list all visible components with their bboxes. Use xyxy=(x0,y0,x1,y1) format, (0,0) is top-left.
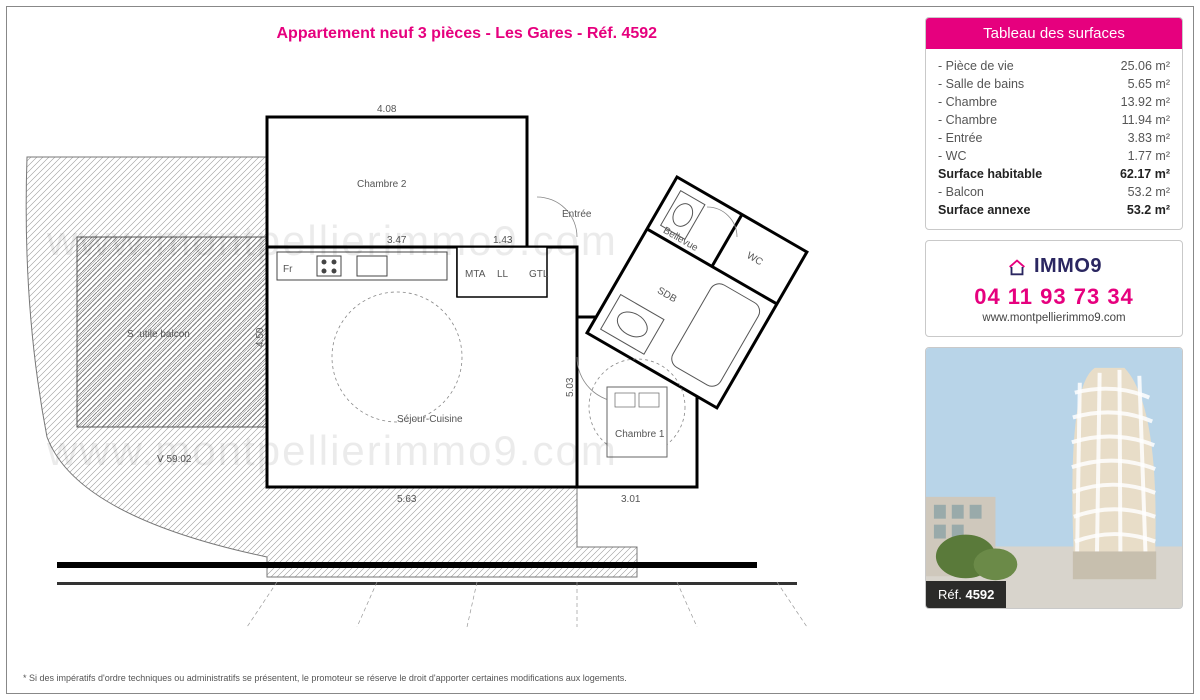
svg-text:3.01: 3.01 xyxy=(621,494,641,505)
surface-row: - Chambre13.92 m² xyxy=(938,93,1170,111)
surfaces-panel: Tableau des surfaces - Pièce de vie25.06… xyxy=(925,17,1183,230)
building-photo: Réf. 4592 xyxy=(925,347,1183,609)
page-title: Appartement neuf 3 pièces - Les Gares - … xyxy=(276,25,657,43)
svg-text:5.03: 5.03 xyxy=(565,377,576,397)
contact-panel: IMMO9 04 11 93 73 34 www.montpellierimmo… xyxy=(925,240,1183,337)
brand-name: IMMO9 xyxy=(1034,255,1102,278)
svg-text:3.47: 3.47 xyxy=(387,235,407,246)
svg-text:S :utile balcon: S :utile balcon xyxy=(127,329,190,340)
svg-text:Fr: Fr xyxy=(283,264,293,275)
svg-text:V 59:02: V 59:02 xyxy=(157,454,192,465)
surfaces-list: - Pièce de vie25.06 m² - Salle de bains5… xyxy=(926,49,1182,229)
surface-total-habitable: Surface habitable62.17 m² xyxy=(938,165,1170,183)
surface-total-annexe: Surface annexe53.2 m² xyxy=(938,201,1170,219)
sidebar: Tableau des surfaces - Pièce de vie25.06… xyxy=(925,17,1183,609)
svg-text:Séjour-Cuisine: Séjour-Cuisine xyxy=(397,414,463,425)
svg-text:Entrée: Entrée xyxy=(562,209,592,220)
page-frame: Appartement neuf 3 pièces - Les Gares - … xyxy=(6,6,1194,694)
svg-text:5.63: 5.63 xyxy=(397,494,417,505)
website-url[interactable]: www.montpellierimmo9.com xyxy=(934,312,1174,324)
svg-text:4.08: 4.08 xyxy=(377,104,397,115)
floorplan-svg: S :utile balcon xyxy=(17,57,917,627)
surface-row: - Salle de bains5.65 m² xyxy=(938,75,1170,93)
floorplan: S :utile balcon xyxy=(17,57,917,627)
surface-row: - Chambre11.94 m² xyxy=(938,111,1170,129)
surface-row: - WC1.77 m² xyxy=(938,147,1170,165)
svg-text:4.50: 4.50 xyxy=(255,327,266,347)
surface-row: - Balcon53.2 m² xyxy=(938,183,1170,201)
surfaces-title: Tableau des surfaces xyxy=(926,18,1182,49)
svg-text:Chambre 2: Chambre 2 xyxy=(357,179,407,190)
svg-text:1.43: 1.43 xyxy=(493,235,513,246)
surface-row: - Pièce de vie25.06 m² xyxy=(938,57,1170,75)
svg-text:MTA: MTA xyxy=(465,269,486,280)
surface-row: - Entrée3.83 m² xyxy=(938,129,1170,147)
phone-number[interactable]: 04 11 93 73 34 xyxy=(934,284,1174,310)
brand-logo: IMMO9 xyxy=(934,255,1174,278)
svg-text:Chambre 1: Chambre 1 xyxy=(615,429,665,440)
building-render-icon xyxy=(926,348,1182,608)
svg-text:GTL: GTL xyxy=(529,269,549,280)
svg-text:LL: LL xyxy=(497,269,509,280)
photo-ref-badge: Réf. 4592 xyxy=(926,581,1006,608)
house-icon xyxy=(1006,256,1028,278)
disclaimer-text: * Si des impératifs d'ordre techniques o… xyxy=(23,673,627,683)
